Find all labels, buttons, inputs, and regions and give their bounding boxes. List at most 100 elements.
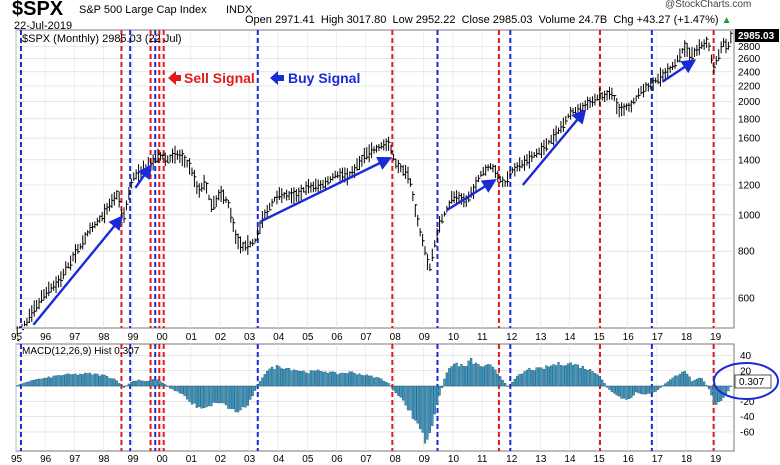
macd-hist-bar bbox=[540, 367, 543, 387]
macd-hist-bar bbox=[295, 370, 298, 387]
macd-hist-bar bbox=[263, 374, 266, 387]
macd-hist-bar bbox=[363, 375, 366, 387]
macd-hist-bar bbox=[601, 379, 604, 387]
macd-hist-bar bbox=[137, 379, 140, 387]
price-x-tick-label: 17 bbox=[652, 332, 664, 343]
macd-hist-bar bbox=[433, 385, 436, 415]
macd-hist-bar bbox=[353, 373, 356, 387]
macd-hist-bar bbox=[96, 373, 99, 387]
macd-hist-bar bbox=[266, 370, 269, 387]
macd-x-tick-label: 16 bbox=[623, 454, 635, 465]
macd-hist-bar bbox=[683, 371, 686, 387]
macd-hist-bar bbox=[326, 373, 330, 387]
macd-hist-bar bbox=[224, 385, 228, 406]
macd-x-tick-label: 07 bbox=[361, 454, 373, 465]
macd-y-tick-label: -40 bbox=[740, 412, 755, 423]
macd-x-tick-label: 99 bbox=[128, 454, 140, 465]
macd-hist-bar bbox=[508, 385, 512, 387]
macd-hist-bar bbox=[239, 385, 242, 411]
price-x-tick-label: 99 bbox=[128, 332, 140, 343]
macd-hist-bar bbox=[304, 372, 308, 387]
macd-x-tick-label: 04 bbox=[273, 454, 285, 465]
open-value: 2971.41 bbox=[274, 14, 315, 26]
trend-arrow bbox=[260, 156, 393, 223]
macd-hist-bar bbox=[494, 369, 497, 387]
price-x-tick-label: 16 bbox=[623, 332, 635, 343]
macd-hist-bar bbox=[212, 385, 215, 403]
macd-hist-bar bbox=[246, 385, 249, 406]
high-value: 3017.80 bbox=[346, 14, 387, 26]
price-x-tick-label: 12 bbox=[506, 332, 518, 343]
close-label: Close bbox=[461, 14, 490, 26]
macd-hist-bar bbox=[686, 373, 689, 387]
macd-hist-bar bbox=[552, 364, 555, 387]
macd-hist-bar bbox=[690, 381, 694, 387]
macd-hist-bar bbox=[406, 385, 410, 411]
macd-hist-bar bbox=[642, 385, 645, 395]
macd-x-tick-label: 18 bbox=[681, 454, 693, 465]
macd-hist-bar bbox=[329, 371, 332, 387]
macd-hist-bar bbox=[203, 385, 206, 409]
macd-hist-bar bbox=[317, 369, 320, 387]
macd-hist-bar bbox=[671, 377, 674, 387]
macd-hist-bar bbox=[40, 378, 43, 387]
macd-hist-bar bbox=[535, 367, 538, 387]
macd-hist-bar bbox=[479, 366, 482, 387]
price-y-tick-label: 1800 bbox=[738, 114, 761, 125]
trend-arrows bbox=[32, 59, 697, 326]
macd-hist-bar bbox=[649, 385, 652, 394]
macd-hist-bar bbox=[105, 376, 109, 387]
macd-hist-bar bbox=[639, 385, 643, 394]
macd-hist-bar bbox=[382, 380, 385, 387]
macd-x-tick-label: 06 bbox=[331, 454, 343, 465]
price-x-tick-label: 98 bbox=[98, 332, 110, 343]
macd-hist-bar bbox=[717, 385, 720, 402]
macd-hist-bar bbox=[700, 378, 703, 387]
macd-hist-bar bbox=[234, 385, 237, 413]
macd-hist-bar bbox=[664, 383, 667, 387]
macd-hist-bar bbox=[457, 366, 461, 387]
macd-hist-bar bbox=[596, 374, 599, 387]
macd-x-tick-label: 98 bbox=[98, 454, 110, 465]
macd-hist-bar bbox=[217, 385, 220, 404]
macd-y-tick-label: 40 bbox=[740, 351, 752, 362]
macd-hist-bar bbox=[261, 377, 264, 387]
macd-hist-bar bbox=[710, 385, 713, 396]
macd-hist-bar bbox=[402, 385, 405, 401]
macd-hist-bar bbox=[586, 370, 589, 387]
macd-hist-bar bbox=[491, 366, 495, 387]
macd-hist-bar bbox=[506, 385, 509, 387]
price-gridlines bbox=[15, 30, 734, 328]
price-x-tick-label: 18 bbox=[681, 332, 693, 343]
macd-hist-bar bbox=[598, 376, 601, 387]
macd-hist-bar bbox=[336, 374, 339, 387]
macd-x-tick-label: 96 bbox=[40, 454, 52, 465]
macd-hist-bar bbox=[292, 369, 296, 387]
macd-hist-bar bbox=[251, 385, 254, 397]
macd-hist-bar bbox=[610, 385, 614, 392]
macd-hist-bar bbox=[518, 373, 521, 387]
macd-hist-bar bbox=[615, 385, 618, 396]
price-signal-lines bbox=[19, 30, 715, 328]
macd-hist-bar bbox=[103, 374, 106, 387]
macd-hist-bar bbox=[42, 377, 46, 387]
macd-hist-bar bbox=[341, 372, 344, 387]
macd-hist-bar bbox=[484, 364, 487, 387]
price-y-tick-label: 1600 bbox=[738, 134, 761, 145]
macd-hist-bar bbox=[132, 381, 135, 387]
trend-arrow bbox=[32, 215, 124, 326]
macd-hist-bar bbox=[613, 385, 616, 394]
macd-hist-bar bbox=[654, 385, 657, 392]
macd-hist-bar bbox=[285, 367, 288, 387]
macd-last-tag: 0.307 bbox=[734, 374, 772, 389]
macd-hist-bar bbox=[30, 380, 33, 387]
macd-hist-bar bbox=[620, 385, 623, 399]
macd-hist-bar bbox=[516, 375, 519, 387]
macd-hist-bar bbox=[210, 385, 213, 407]
macd-hist-bar bbox=[127, 383, 130, 387]
macd-hist-bar bbox=[414, 385, 417, 421]
macd-hist-bar bbox=[554, 365, 558, 387]
macd-hist-bar bbox=[181, 385, 184, 394]
macd-hist-bar bbox=[637, 385, 640, 394]
macd-hist-bar bbox=[520, 373, 524, 387]
